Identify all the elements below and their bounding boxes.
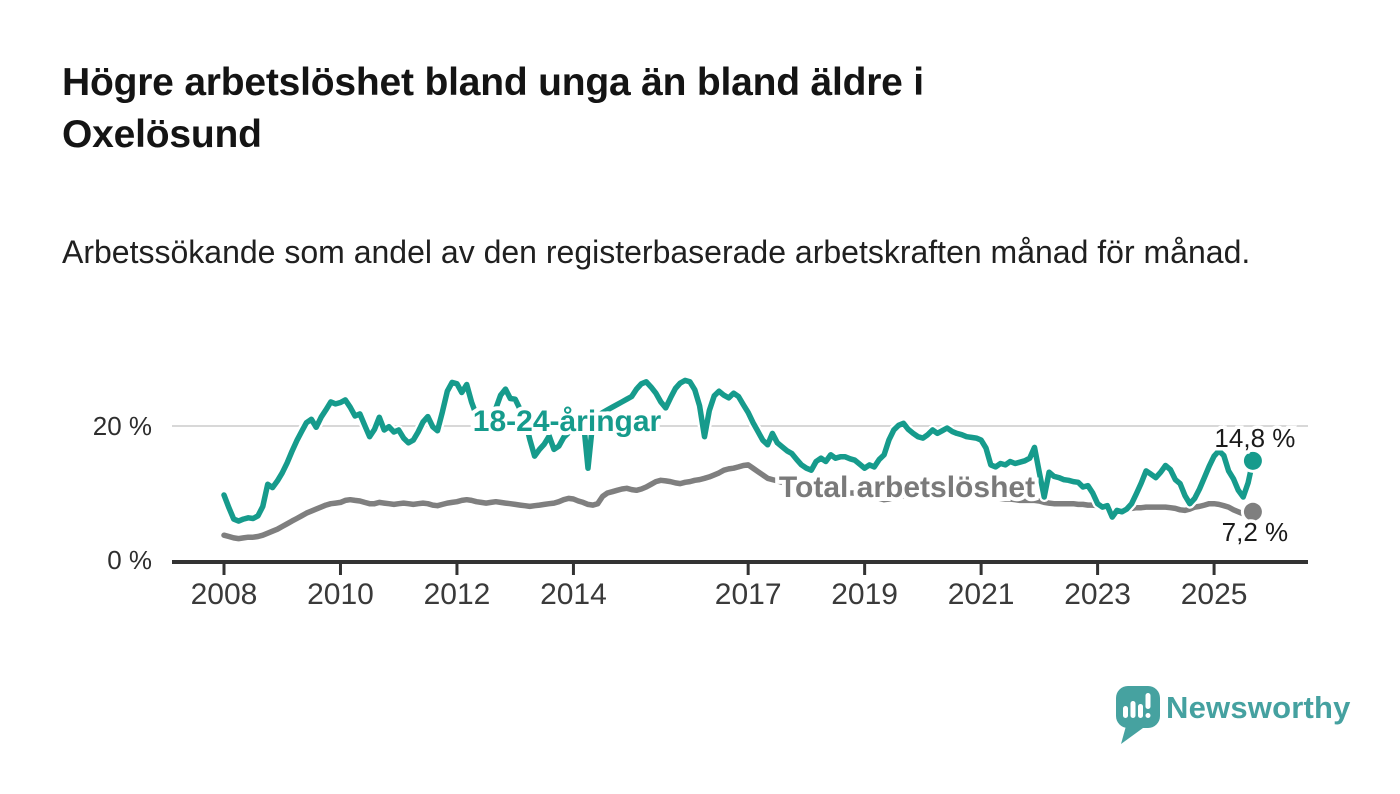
- y-tick-label: 20 %: [93, 411, 152, 441]
- x-tick-label: 2010: [307, 578, 374, 611]
- series-end-value-youth: 14,8 %: [1214, 423, 1295, 453]
- x-tick-label: 2014: [540, 578, 607, 611]
- y-tick-label: 0 %: [107, 545, 152, 575]
- x-tick-label: 2008: [191, 578, 258, 611]
- series-label-youth: 18-24-åringar: [473, 405, 662, 438]
- page-title: Högre arbetslöshet bland unga än bland ä…: [62, 61, 924, 156]
- series-label-total: Total arbetslöshet: [779, 471, 1035, 504]
- newsworthy-speech-bubble-icon: [1116, 686, 1160, 744]
- page-subtitle: Arbetssökande som andel av den registerb…: [62, 234, 1251, 270]
- series-end-value-total: 7,2 %: [1222, 517, 1289, 547]
- x-tick-label: 2021: [948, 578, 1015, 611]
- series-end-dot-total: [1243, 502, 1262, 521]
- newsworthy-wordmark: Newsworthy: [1166, 690, 1351, 725]
- x-tick-label: 2012: [424, 578, 491, 611]
- x-tick-label: 2023: [1064, 578, 1131, 611]
- x-tick-label: 2017: [715, 578, 782, 611]
- x-tick-label: 2025: [1181, 578, 1248, 611]
- series-line-youth: [221, 377, 1256, 524]
- series-line-total: [221, 462, 1256, 542]
- newsworthy-logo: Newsworthy: [1114, 684, 1374, 754]
- series-end-dot-youth: [1243, 451, 1262, 470]
- x-tick-label: 2019: [831, 578, 898, 611]
